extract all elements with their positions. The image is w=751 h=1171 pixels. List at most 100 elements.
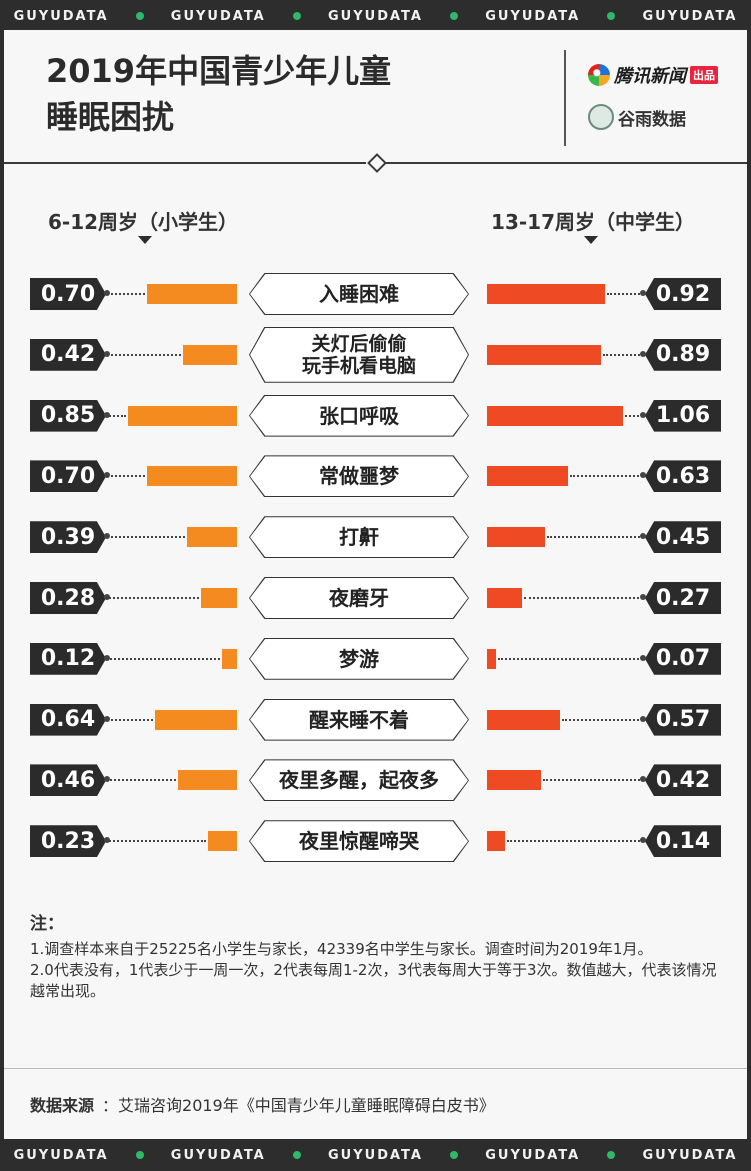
value-label-secondary: 0.92 [645, 278, 721, 310]
brand-word: GUYUDATA [642, 1147, 738, 1163]
value-label-secondary: 1.06 [645, 399, 721, 432]
leader-dot-left [104, 411, 110, 418]
chart-row: 醒来睡不着 0.64 0.57 [4, 698, 747, 741]
leader-line-left [106, 293, 146, 295]
bar-secondary [487, 405, 623, 426]
source-divider [4, 1068, 747, 1069]
value-label-secondary: 0.27 [645, 582, 721, 614]
leader-line-left [106, 718, 154, 721]
bar-secondary [487, 527, 545, 548]
infographic-card: 2019年中国青少年儿童 睡眠困扰 腾讯新闻 出品 谷雨数据 6-12周岁（小学… [4, 30, 747, 1139]
tencent-news-logo: 腾讯新闻 出品 [588, 62, 718, 88]
brand-strip-bottom: GUYUDATA GUYUDATA GUYUDATA GUYUDATA GUYU… [0, 1139, 751, 1171]
leader-dot-left [104, 533, 110, 540]
leader-line-right [606, 293, 643, 295]
category-label: 夜里惊醒啼哭 [250, 821, 468, 862]
category-label: 打鼾 [250, 517, 468, 558]
leader-line-left [106, 475, 146, 478]
butterfly-chart: 入睡困难 0.70 0.92 关灯后偷偷 玩手机看电脑 0.42 0.89 张口呼吸 0.85 1… [4, 30, 747, 1139]
value-label-secondary: 0.45 [645, 521, 721, 554]
leader-dot-right [640, 290, 646, 296]
brand-word: GUYUDATA [328, 8, 423, 24]
value-label-primary: 0.46 [30, 764, 106, 797]
leader-line-left [106, 779, 177, 782]
series-label-secondary: 13-17周岁（中学生） [491, 210, 695, 234]
brand-word: GUYUDATA [170, 1147, 266, 1163]
leader-line-right [506, 840, 643, 843]
category-label: 醒来睡不着 [250, 699, 468, 740]
leader-line-right [546, 536, 643, 539]
section-divider-right [386, 162, 747, 164]
brand-dot [292, 12, 301, 20]
chart-row: 张口呼吸 0.85 1.06 [4, 394, 747, 437]
value-label-primary: 0.28 [30, 582, 106, 614]
header-divider [564, 50, 566, 146]
brand-word: GUYUDATA [485, 1147, 581, 1163]
chart-row: 关灯后偷偷 玩手机看电脑 0.42 0.89 [4, 326, 747, 383]
leader-line-right [624, 414, 643, 417]
note-line: 2.0代表没有，1代表少于一周一次，2代表每周1-2次，3代表每周大于等于3次。… [30, 961, 717, 1000]
brand-word: GUYUDATA [170, 8, 266, 24]
category-label: 夜里多醒，起夜多 [250, 760, 468, 801]
bar-primary [221, 648, 237, 669]
value-label-primary: 0.85 [30, 399, 106, 432]
leader-line-left [106, 840, 206, 843]
leader-dot-left [104, 837, 110, 844]
value-label-primary: 0.23 [30, 825, 106, 858]
note-line: 1.调查样本来自于25225名小学生与家长，42339名中学生与家长。调查时间为… [30, 940, 653, 958]
value-label-secondary: 0.63 [645, 460, 721, 493]
title-line-1: 2019年中国青少年儿童 [46, 52, 392, 90]
chart-row: 夜里惊醒啼哭 0.23 0.14 [4, 820, 747, 863]
brand-word: GUYUDATA [13, 8, 109, 24]
leader-dot-right [640, 533, 646, 540]
source-label: 数据来源 [30, 1096, 95, 1115]
leader-line-left [106, 414, 127, 417]
bar-primary [128, 405, 237, 426]
brand-dot [135, 1151, 144, 1159]
leader-line-right [523, 597, 643, 599]
brand-word: GUYUDATA [642, 8, 738, 24]
chart-row: 梦游 0.12 0.07 [4, 637, 747, 680]
bar-primary [155, 709, 237, 730]
bar-primary [147, 284, 237, 304]
leader-line-right [497, 657, 643, 660]
value-label-primary: 0.70 [30, 460, 106, 493]
leader-dot-left [104, 350, 110, 357]
category-label: 关灯后偷偷 玩手机看电脑 [250, 327, 468, 382]
leader-line-right [602, 353, 643, 356]
brand-dot [607, 12, 616, 20]
value-label-primary: 0.12 [30, 642, 106, 675]
leader-line-left [106, 657, 220, 660]
bar-secondary [487, 466, 568, 487]
leader-dot-left [104, 290, 110, 296]
brand-dot [607, 1151, 616, 1159]
leader-dot-left [104, 776, 110, 783]
brand-dot [450, 1151, 459, 1159]
brand-word: GUYUDATA [485, 8, 581, 24]
leader-dot-right [640, 776, 646, 783]
value-label-secondary: 0.42 [645, 764, 721, 797]
leader-dot-left [104, 594, 110, 600]
source-text: ：艾瑞咨询2019年《中国青少年儿童睡眠障碍白皮书》 [102, 1096, 495, 1115]
notes-title: 注： [30, 914, 64, 934]
value-label-secondary: 0.89 [645, 338, 721, 371]
leader-dot-right [640, 350, 646, 357]
bar-primary [201, 588, 237, 608]
series-label-primary: 6-12周岁（小学生） [48, 210, 239, 234]
leader-line-left [106, 536, 186, 539]
brand-dot [292, 1151, 301, 1159]
chart-row: 打鼾 0.39 0.45 [4, 516, 747, 559]
bar-secondary [487, 648, 496, 669]
tencent-news-text: 腾讯新闻 [614, 66, 686, 87]
leader-line-left [106, 353, 182, 356]
value-label-primary: 0.39 [30, 521, 106, 554]
tencent-news-badge: 出品 [690, 66, 718, 84]
bar-secondary [487, 284, 605, 304]
leader-line-left [106, 597, 200, 599]
guyu-data-text: 谷雨数据 [618, 109, 686, 130]
brand-word: GUYUDATA [13, 1147, 109, 1163]
brand-word: GUYUDATA [328, 1147, 423, 1163]
leader-dot-right [640, 594, 646, 600]
value-label-primary: 0.64 [30, 703, 106, 736]
value-label-primary: 0.70 [30, 278, 106, 310]
